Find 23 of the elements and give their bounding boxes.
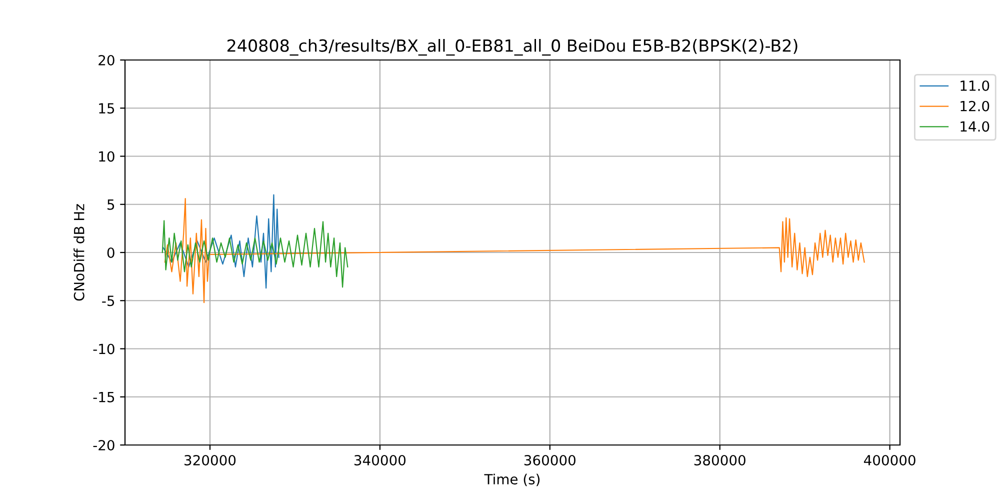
y-tick-label: -5 [102,296,114,306]
y-axis-title: CNoDiff dB Hz [74,204,84,301]
y-tick-label: 20 [98,54,114,66]
y-tick-label: 10 [99,151,114,162]
x-tick-label: 400000 [864,454,916,466]
y-tick-label: 15 [99,103,114,114]
y-tick-label: 0 [107,247,114,258]
x-tick-label: 320000 [184,454,236,466]
chart-title: 240808_ch3/results/BX_all_0-EB81_all_0 BeiDou E5B-B2(BPSK(2)-B2) [227,39,798,56]
legend-label: 14.0 [960,121,990,132]
x-tick-label: 360000 [524,454,576,466]
line-series [162,220,348,288]
y-tick-label: -10 [93,344,114,354]
x-tick-label: 340000 [354,454,406,466]
y-tick-label: -15 [93,392,114,402]
line-series [164,198,865,304]
legend-label: 11.0 [960,80,990,91]
x-axis-title: Time (s) [484,474,540,486]
legend-label: 12.0 [960,100,990,112]
y-tick-label: 5 [108,200,114,210]
x-tick-label: 380000 [694,454,746,466]
y-tick-label: -20 [93,440,114,450]
line-series [162,194,280,289]
